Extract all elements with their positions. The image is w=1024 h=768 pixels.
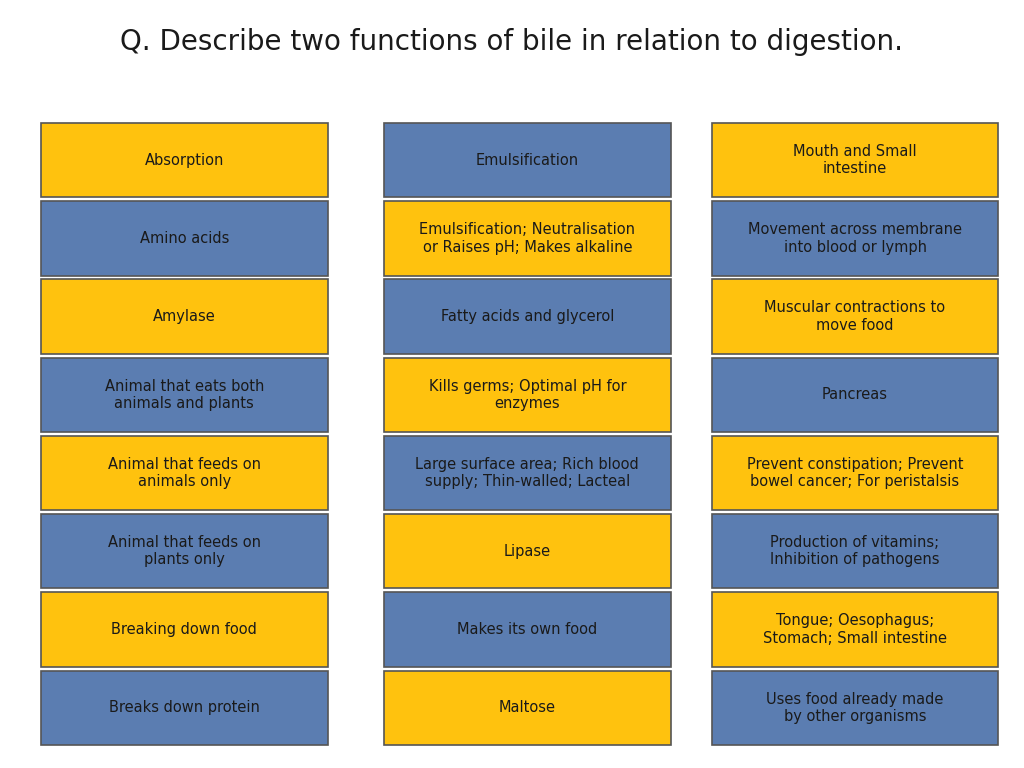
FancyBboxPatch shape — [384, 514, 671, 588]
FancyBboxPatch shape — [41, 280, 328, 354]
FancyBboxPatch shape — [712, 201, 998, 276]
FancyBboxPatch shape — [712, 514, 998, 588]
Text: Absorption: Absorption — [144, 153, 224, 167]
Text: Amino acids: Amino acids — [139, 231, 229, 246]
Text: Uses food already made
by other organisms: Uses food already made by other organism… — [766, 691, 944, 724]
Text: Tongue; Oesophagus;
Stomach; Small intestine: Tongue; Oesophagus; Stomach; Small intes… — [763, 614, 947, 646]
FancyBboxPatch shape — [384, 280, 671, 354]
Text: Breaks down protein: Breaks down protein — [109, 700, 260, 715]
FancyBboxPatch shape — [712, 436, 998, 510]
Text: Movement across membrane
into blood or lymph: Movement across membrane into blood or l… — [749, 222, 962, 254]
Text: Fatty acids and glycerol: Fatty acids and glycerol — [440, 309, 614, 324]
FancyBboxPatch shape — [384, 201, 671, 276]
Text: Emulsification; Neutralisation
or Raises pH; Makes alkaline: Emulsification; Neutralisation or Raises… — [420, 222, 635, 254]
Text: Pancreas: Pancreas — [822, 387, 888, 402]
Text: Breaking down food: Breaking down food — [112, 622, 257, 637]
FancyBboxPatch shape — [712, 358, 998, 432]
Text: Amylase: Amylase — [153, 309, 216, 324]
FancyBboxPatch shape — [384, 436, 671, 510]
FancyBboxPatch shape — [712, 670, 998, 745]
Text: Lipase: Lipase — [504, 544, 551, 559]
Text: Maltose: Maltose — [499, 700, 556, 715]
Text: Q. Describe two functions of bile in relation to digestion.: Q. Describe two functions of bile in rel… — [121, 28, 903, 56]
FancyBboxPatch shape — [41, 514, 328, 588]
FancyBboxPatch shape — [41, 358, 328, 432]
FancyBboxPatch shape — [712, 592, 998, 667]
FancyBboxPatch shape — [384, 358, 671, 432]
Text: Animal that feeds on
plants only: Animal that feeds on plants only — [108, 535, 261, 568]
FancyBboxPatch shape — [384, 670, 671, 745]
FancyBboxPatch shape — [712, 123, 998, 197]
Text: Mouth and Small
intestine: Mouth and Small intestine — [794, 144, 916, 177]
FancyBboxPatch shape — [41, 436, 328, 510]
Text: Animal that feeds on
animals only: Animal that feeds on animals only — [108, 457, 261, 489]
Text: Makes its own food: Makes its own food — [458, 622, 597, 637]
FancyBboxPatch shape — [712, 280, 998, 354]
FancyBboxPatch shape — [384, 123, 671, 197]
FancyBboxPatch shape — [41, 201, 328, 276]
Text: Production of vitamins;
Inhibition of pathogens: Production of vitamins; Inhibition of pa… — [770, 535, 940, 568]
FancyBboxPatch shape — [41, 123, 328, 197]
FancyBboxPatch shape — [41, 670, 328, 745]
Text: Emulsification: Emulsification — [476, 153, 579, 167]
Text: Animal that eats both
animals and plants: Animal that eats both animals and plants — [104, 379, 264, 411]
FancyBboxPatch shape — [41, 592, 328, 667]
Text: Muscular contractions to
move food: Muscular contractions to move food — [765, 300, 945, 333]
Text: Kills germs; Optimal pH for
enzymes: Kills germs; Optimal pH for enzymes — [429, 379, 626, 411]
Text: Large surface area; Rich blood
supply; Thin-walled; Lacteal: Large surface area; Rich blood supply; T… — [416, 457, 639, 489]
Text: Prevent constipation; Prevent
bowel cancer; For peristalsis: Prevent constipation; Prevent bowel canc… — [746, 457, 964, 489]
FancyBboxPatch shape — [384, 592, 671, 667]
